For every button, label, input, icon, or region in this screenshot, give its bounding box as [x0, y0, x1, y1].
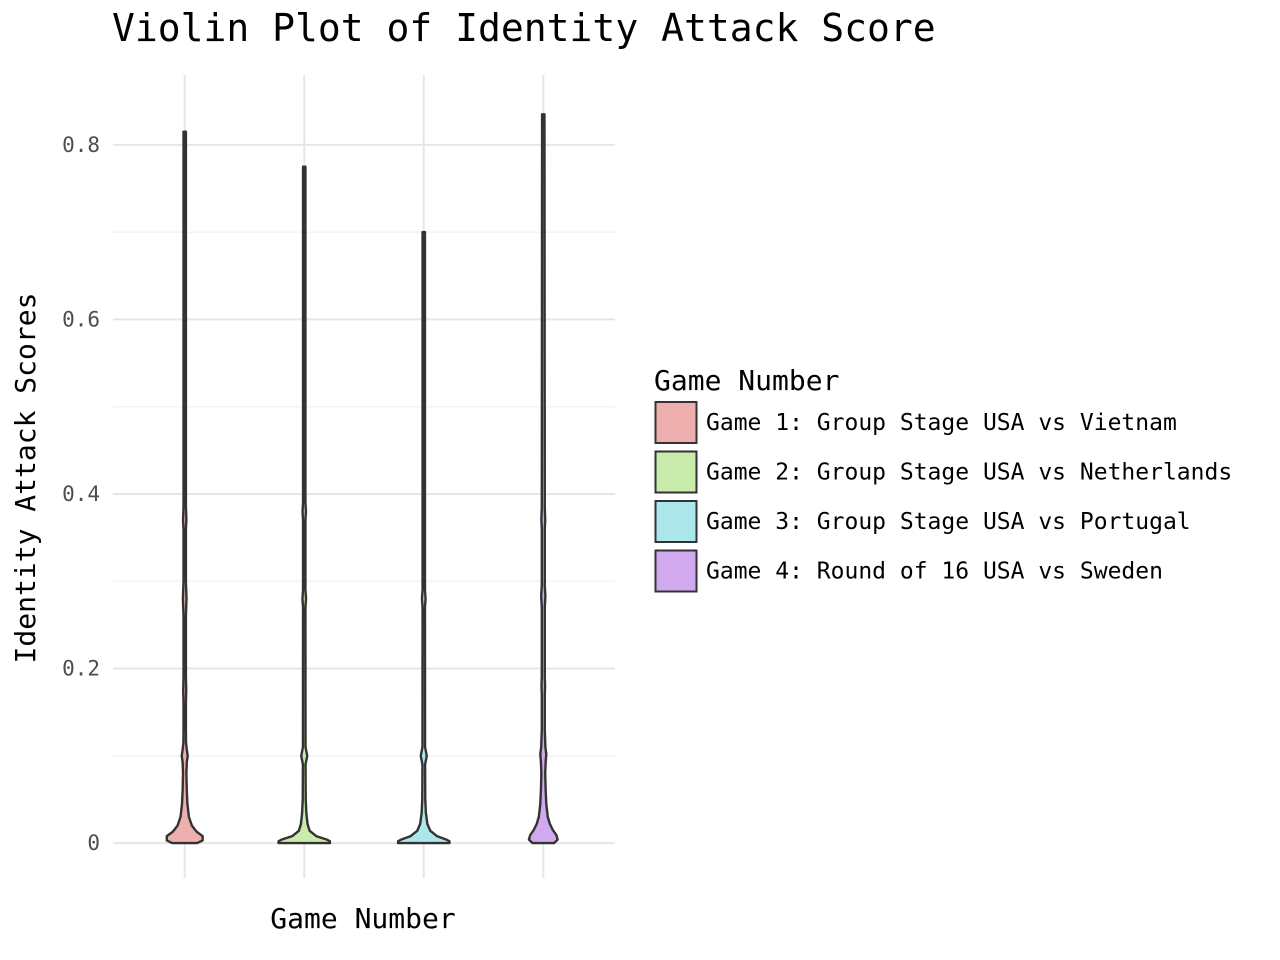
violin-game-1	[165, 130, 204, 845]
y-tick-label: 0.8	[62, 133, 100, 157]
legend: Game Number Game 1: Group Stage USA vs V…	[654, 364, 1232, 593]
legend-title: Game Number	[654, 364, 839, 397]
legend-swatch	[654, 500, 698, 543]
y-tick-label: 0.6	[62, 307, 100, 331]
chart-title: Violin Plot of Identity Attack Score	[112, 6, 936, 50]
y-tick-label: 0	[87, 831, 100, 855]
violins	[165, 113, 559, 845]
legend-items: Game 1: Group Stage USA vs Vietnam Game 2…	[654, 401, 1232, 593]
legend-swatch	[654, 549, 698, 593]
legend-label: Game 1: Group Stage USA vs Vietnam	[706, 410, 1177, 436]
violin-game-2	[277, 165, 332, 845]
y-axis-ticks: 0 0.2 0.4 0.6 0.8	[62, 133, 100, 855]
violin-game-4	[527, 113, 559, 845]
y-tick-label: 0.2	[62, 657, 100, 681]
legend-label: Game 4: Round of 16 USA vs Sweden	[706, 559, 1163, 585]
legend-label: Game 2: Group Stage USA vs Netherlands	[706, 460, 1232, 486]
violin-game-3	[396, 230, 451, 845]
x-axis-title: Game Number	[270, 902, 455, 935]
y-tick-label: 0.4	[62, 482, 100, 506]
legend-label: Game 3: Group Stage USA vs Portugal	[706, 509, 1191, 535]
legend-swatch	[654, 401, 698, 444]
y-axis-title: Identity Attack Scores	[9, 293, 42, 664]
legend-swatch	[654, 450, 698, 494]
